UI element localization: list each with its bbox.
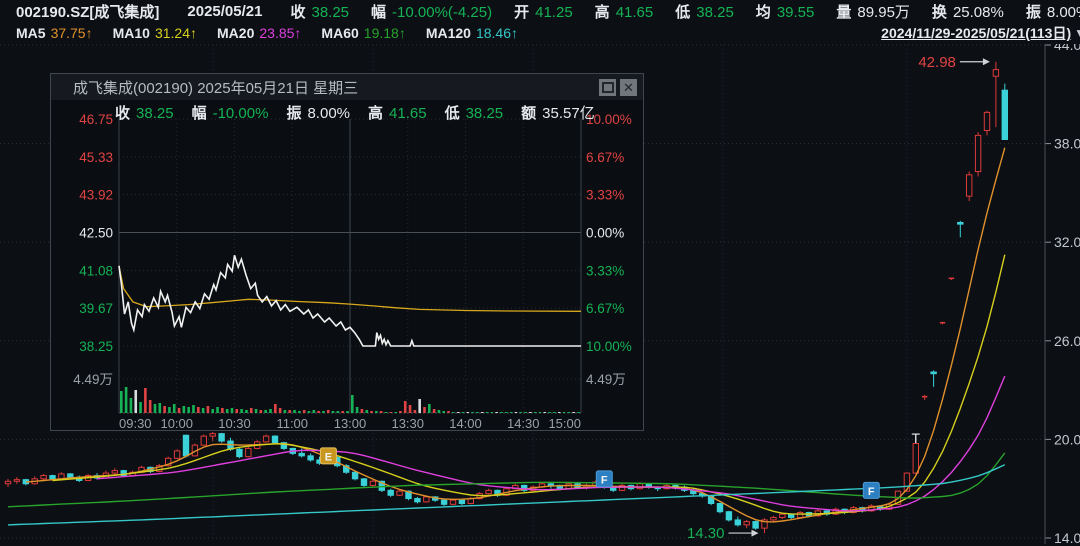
svg-text:E: E xyxy=(325,451,332,463)
ma-line-MA20 xyxy=(96,375,1006,512)
main-gridlines: 44.0 38.0 32.0 26.0 20.0 14.0 xyxy=(0,44,1080,546)
popup-left-axis-label: 41.08 xyxy=(79,263,113,278)
popup-gridlines: 46.75 10.00% 45.33 6.67% 43.92 3.33% 42.50 0.00… xyxy=(73,112,632,430)
popup-right-axis-label: 0.00% xyxy=(586,226,624,241)
popup-stat-额: 额 35.57亿 xyxy=(521,105,595,122)
popup-title: 成飞集成(002190) 2025年05月21日 星期三 xyxy=(73,79,359,97)
svg-text:F: F xyxy=(601,474,608,486)
popup-stat-低: 低 38.25 xyxy=(444,105,504,122)
popup-right-axis-label: 3.33% xyxy=(586,188,624,203)
date-range-label: 2024/11/29-2025/05/21(113日) xyxy=(881,25,1072,41)
svg-text:14.30: 14.30 xyxy=(687,525,725,542)
svg-text:14.0: 14.0 xyxy=(1054,530,1080,546)
svg-text:4.49万: 4.49万 xyxy=(73,372,113,387)
price-annotations: 42.98 14.30 xyxy=(687,54,990,542)
quote-date: 2025/05/21 xyxy=(187,2,263,20)
chevron-down-icon: ▼ xyxy=(1074,26,1080,40)
window-restore-button[interactable] xyxy=(599,78,616,96)
ma-values: MA5 37.75↑ MA10 31.24↑ MA20 23.85↑ MA60 19.18↑ M… xyxy=(16,25,538,41)
popup-right-axis-label: 3.33% xyxy=(586,263,624,278)
ma-line-MA10 xyxy=(52,254,1006,515)
ma-value-MA60: MA60 19.18↑ xyxy=(321,25,406,41)
quote-stat-振: 振8.00% xyxy=(1025,3,1080,21)
svg-text:38.0: 38.0 xyxy=(1054,136,1080,152)
svg-text:26.0: 26.0 xyxy=(1054,333,1080,349)
quote-stat-低: 低 38.25 xyxy=(675,3,734,21)
popup-right-axis-label: 10.00% xyxy=(586,339,632,354)
popup-right-axis-label: 6.67% xyxy=(586,150,624,165)
quote-stat-开: 开 41.25 xyxy=(514,3,573,21)
ma-value-MA20: MA20 23.85↑ xyxy=(217,25,302,41)
event-markers-layer: E F F T xyxy=(319,430,921,499)
close-icon: ✕ xyxy=(623,79,634,95)
quote-stats: 收 38.25 幅 -10.00%(-4.25) 开 41.25 高 41.65 低 38.25 均… xyxy=(290,1,1080,22)
popup-left-axis-label: 43.92 xyxy=(79,188,113,203)
stock-code: 002190.SZ[成飞集成] xyxy=(16,3,160,21)
svg-text:4.49万: 4.49万 xyxy=(586,372,626,387)
popup-left-axis-label: 38.25 xyxy=(79,339,113,354)
window-close-button[interactable]: ✕ xyxy=(620,78,637,96)
popup-volume-bars xyxy=(120,387,580,413)
popup-time-label: 10:00 xyxy=(160,416,193,430)
date-range-selector[interactable]: 2024/11/29-2025/05/21(113日) ▼ xyxy=(881,23,1080,43)
popup-quote-stats: 收 38.25 幅 -10.00% 振 8.00% 高 41.65 低 38.25 额 35.57亿 xyxy=(115,102,613,123)
quote-stat-收: 收 38.25 xyxy=(290,3,350,21)
popup-left-axis-label: 46.75 xyxy=(79,112,113,127)
quote-stat-量: 量 89.95万 xyxy=(836,3,910,21)
popup-right-axis-label: 10.00% xyxy=(586,112,632,127)
ma-value-MA120: MA120 18.46↑ xyxy=(425,25,519,41)
popup-left-axis-label: 45.33 xyxy=(79,150,113,165)
popup-left-axis-label: 42.50 xyxy=(79,226,113,241)
event-badge-F[interactable] xyxy=(862,481,880,499)
popup-time-label: 14:00 xyxy=(449,416,482,430)
popup-stat-幅: 幅 -10.00% xyxy=(191,105,269,122)
popup-time-label: 13:30 xyxy=(391,416,424,430)
quote-stat-幅: 幅 -10.00%(-4.25) xyxy=(371,3,493,21)
daily-candlestick-chart[interactable]: 44.0 38.0 32.0 26.0 20.0 14.0 E F F T 42.98 14.30 xyxy=(0,44,1080,546)
event-marker-T: T xyxy=(912,430,921,446)
svg-text:44.0: 44.0 xyxy=(1054,44,1080,53)
popup-stat-振: 振 8.00% xyxy=(286,105,351,122)
popup-right-axis-label: 6.67% xyxy=(586,301,624,316)
popup-titlebar[interactable]: 成飞集成(002190) 2025年05月21日 星期三 ✕ xyxy=(51,74,643,100)
quote-bar: 002190.SZ[成飞集成] 2025/05/21 收 38.25 幅 -10.00… xyxy=(0,0,1080,22)
popup-stat-高: 高 41.65 xyxy=(368,105,427,122)
svg-text:20.0: 20.0 xyxy=(1054,431,1080,447)
svg-text:42.98: 42.98 xyxy=(918,54,956,71)
window-restore-icon xyxy=(601,81,614,93)
ma-value-MA10: MA10 31.24↑ xyxy=(112,25,198,41)
svg-text:F: F xyxy=(868,486,875,498)
intraday-price-line xyxy=(118,254,581,347)
event-badge-F[interactable] xyxy=(595,470,613,488)
ma-lines-layer xyxy=(7,147,1006,526)
popup-time-label: 13:00 xyxy=(334,416,367,430)
intraday-chart[interactable]: 46.75 10.00% 45.33 6.67% 43.92 3.33% 42.50 0.00… xyxy=(51,100,643,430)
intraday-popup-window: 成飞集成(002190) 2025年05月21日 星期三 ✕ 收 38.25 幅 -1… xyxy=(50,73,644,431)
ma-line-MA120 xyxy=(7,464,1006,526)
popup-left-axis-label: 39.67 xyxy=(79,301,113,316)
popup-stat-收: 收 38.25 xyxy=(115,105,174,122)
popup-time-label: 10:30 xyxy=(218,416,251,430)
event-badge-E[interactable] xyxy=(319,447,337,465)
quote-stat-换: 换 25.08% xyxy=(931,3,1004,21)
popup-time-label: 09:30 xyxy=(119,416,152,430)
popup-time-label: 11:00 xyxy=(276,416,308,430)
ma-value-MA5: MA5 37.75↑ xyxy=(16,25,93,41)
popup-time-label: 15:00 xyxy=(548,416,581,430)
popup-time-label: 14:30 xyxy=(507,416,540,430)
quote-stat-均: 均 39.55 xyxy=(755,3,815,21)
quote-stat-高: 高 41.65 xyxy=(594,3,654,21)
svg-text:32.0: 32.0 xyxy=(1054,234,1080,250)
ma-line-MA60 xyxy=(7,452,1006,508)
ma-bar: MA5 37.75↑ MA10 31.24↑ MA20 23.85↑ MA60 19.18↑ M… xyxy=(0,22,1080,44)
